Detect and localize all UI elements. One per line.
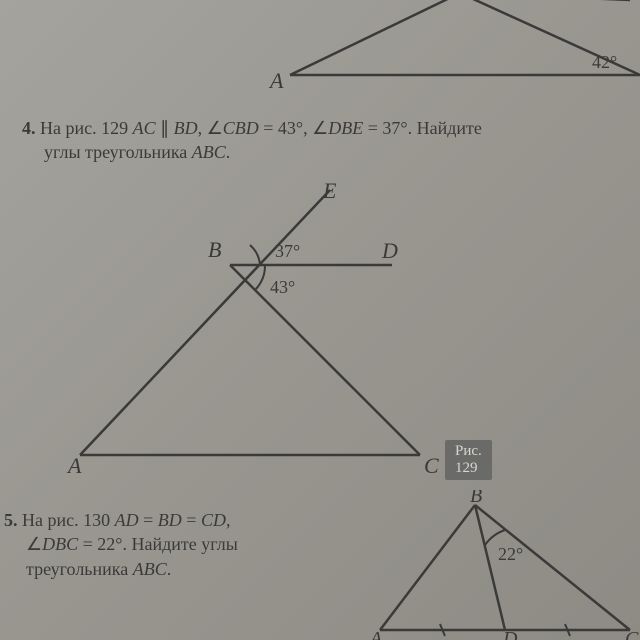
p5-dot: . (167, 559, 172, 579)
p5-comma: , (226, 510, 231, 530)
p5-num: 5. (4, 510, 18, 530)
p4-abc: ABC (192, 142, 226, 162)
top-triangle-svg: A 42° (260, 0, 640, 90)
label-D: D (381, 238, 398, 263)
edge-BC (230, 265, 420, 455)
p5-cd: CD (201, 510, 226, 530)
lbl-22: 22° (498, 544, 523, 564)
top-tri-path (290, 0, 640, 75)
page-background: { "topTriangle": { "A_label": "A", "angl… (0, 0, 640, 640)
fig130-svg: 22° B A D C (365, 490, 640, 640)
p4-par: ∥ (156, 118, 174, 138)
p4-l1b: , (198, 118, 207, 138)
p4-eq37: = 37°. Найдите (363, 118, 482, 138)
p5-l3a: треугольника (26, 559, 133, 579)
label-D2: D (502, 628, 518, 640)
p4-dbe: DBE (328, 118, 363, 138)
top-42-label: 42° (592, 52, 617, 72)
p5-abc: ABC (133, 559, 167, 579)
lbl-37: 37° (275, 241, 300, 261)
p4-l2: углы треугольника (44, 142, 192, 162)
edge-BD2 (475, 505, 505, 630)
p4-cbd: CBD (223, 118, 259, 138)
lbl-43: 43° (270, 277, 295, 297)
edge-BC2 (475, 505, 630, 630)
arc-37 (250, 245, 260, 265)
top-partial-triangle: A 42° (260, 0, 640, 95)
label-B: B (208, 237, 221, 262)
p4-bd: BD (174, 118, 198, 138)
p5-l2b: = 22°. Найдите углы (78, 534, 238, 554)
p4-ang2: ∠ (312, 118, 328, 138)
label-C: C (424, 453, 439, 475)
figure-129: E B D A C 37° 43° Рис. 129 (60, 175, 490, 480)
p5-eq1: = (139, 510, 158, 530)
p5-eq2: = (182, 510, 201, 530)
p4-ang1: ∠ (207, 118, 223, 138)
top-A-label: A (268, 68, 284, 90)
p5-bd: BD (158, 510, 182, 530)
label-B2: B (470, 490, 482, 507)
edge-AE (80, 190, 330, 455)
label-C2: C (625, 628, 639, 640)
p4-num: 4. (22, 118, 36, 138)
p5-l1a: На рис. 130 (22, 510, 115, 530)
figure-130: 22° B A D C (365, 490, 640, 640)
problem-4-text: 4. На рис. 129 AC ∥ BD, ∠CBD = 43°, ∠DBE… (22, 116, 632, 165)
p4-eq43: = 43°, (259, 118, 312, 138)
p4-dot: . (226, 142, 231, 162)
label-A: A (66, 453, 82, 475)
fig129-svg: E B D A C 37° 43° (60, 175, 490, 475)
arc-22 (485, 530, 505, 545)
p5-dbc: DBC (42, 534, 78, 554)
p5-ad: AD (115, 510, 139, 530)
label-E: E (322, 178, 337, 203)
problem-5-text: 5. На рис. 130 AD = BD = CD, ∠DBC = 22°.… (4, 508, 364, 581)
p4-l1a: На рис. 129 (40, 118, 133, 138)
p4-ac: AC (133, 118, 156, 138)
p5-ang: ∠ (26, 534, 42, 554)
fig129-badge: Рис. 129 (445, 440, 492, 480)
label-A2: A (368, 628, 383, 640)
edge-AB (380, 505, 475, 630)
